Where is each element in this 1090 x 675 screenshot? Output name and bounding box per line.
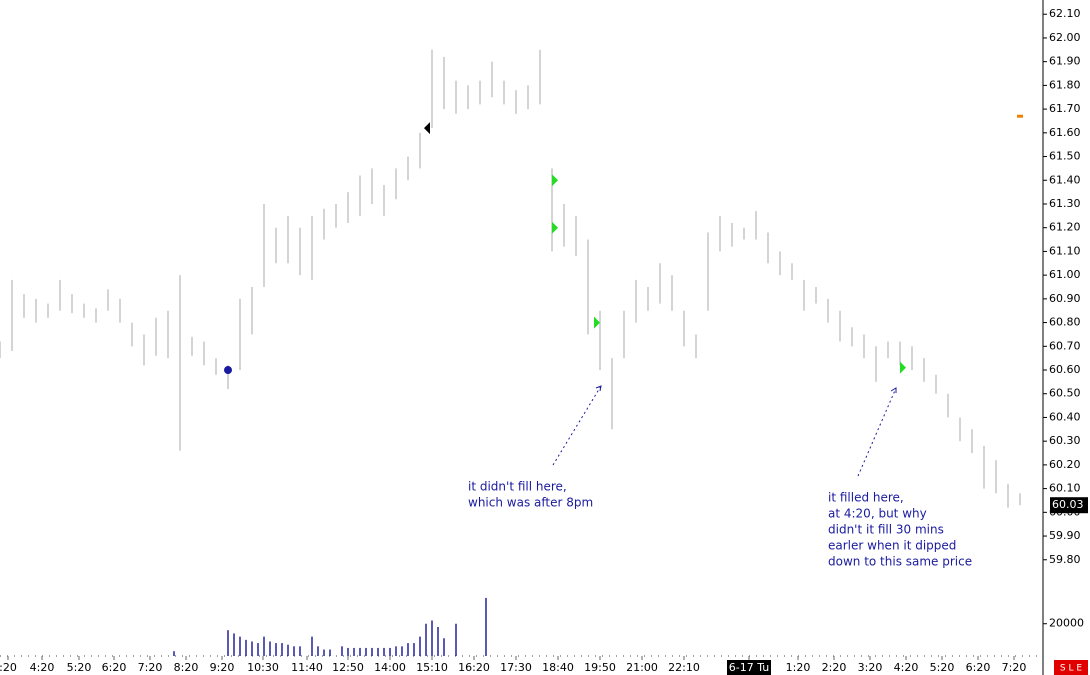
y-tick-label: 61.00 (1049, 268, 1081, 281)
order-marker (900, 361, 906, 374)
x-tick-label: 5:20 (930, 661, 955, 674)
y-tick-label: 60.20 (1049, 458, 1081, 471)
y-tick-label: 60.70 (1049, 339, 1081, 352)
x-tick-label: 1:20 (786, 661, 811, 674)
x-tick-label: 15:10 (416, 661, 448, 674)
y-tick-label: 61.70 (1049, 102, 1081, 115)
y-tick-label: 61.10 (1049, 244, 1081, 257)
annotation: which was after 8pm (468, 496, 593, 510)
order-marker (224, 366, 232, 375)
y-tick-label: 60.50 (1049, 387, 1081, 400)
x-tick-label: 6-17 Tu (729, 661, 769, 674)
annotation: down to this same price (828, 555, 972, 569)
y-tick-label: 62.10 (1049, 7, 1081, 20)
y-tick-label: 61.80 (1049, 78, 1081, 91)
y-tick-label: 61.90 (1049, 55, 1081, 68)
x-tick-label: 6:20 (966, 661, 991, 674)
annotation: earler when it dipped (828, 539, 956, 553)
x-tick-label: 21:00 (626, 661, 658, 674)
volume-tick-label: 20000 (1049, 617, 1084, 630)
y-tick-label: 59.90 (1049, 529, 1081, 542)
y-tick-label: 60.90 (1049, 292, 1081, 305)
last-price-label: 60.03 (1052, 498, 1084, 511)
last-price-box (1050, 497, 1088, 514)
order-marker (1017, 114, 1023, 118)
x-tick-label: 22:10 (668, 661, 700, 674)
y-tick-label: 61.40 (1049, 173, 1081, 186)
badge-box (1054, 660, 1088, 675)
arrow-head (890, 387, 897, 393)
annotation: at 4:20, but why (828, 507, 927, 521)
order-marker (424, 122, 430, 135)
badge: S L E (1060, 664, 1082, 674)
y-tick-label: 61.30 (1049, 197, 1081, 210)
x-tick-label: :20 (0, 661, 17, 674)
x-tick-label: 9:20 (210, 661, 235, 674)
annotation-arrow (552, 385, 602, 466)
y-tick-label: 62.00 (1049, 31, 1081, 44)
x-tick-label: 8:20 (174, 661, 199, 674)
arrow-head (595, 385, 602, 392)
y-tick-label: 61.50 (1049, 150, 1081, 163)
annotation: didn't it fill 30 mins (828, 523, 944, 537)
y-tick-label: 60.10 (1049, 482, 1081, 495)
order-marker (594, 316, 600, 329)
annotation: it filled here, (828, 491, 904, 505)
x-tick-label: 17:30 (500, 661, 532, 674)
x-tick-label: 14:00 (374, 661, 406, 674)
x-tick-label: 3:20 (858, 661, 883, 674)
x-tick-label: 4:20 (894, 661, 919, 674)
y-tick-label: 59.80 (1049, 553, 1081, 566)
x-tick-label: 10:30 (247, 661, 279, 674)
x-tick-label: 2:20 (822, 661, 847, 674)
annotation-arrow (857, 387, 897, 477)
order-marker (552, 174, 558, 187)
x-tick-label: 7:20 (138, 661, 163, 674)
y-tick-label: 60.40 (1049, 410, 1081, 423)
x-tick-label: 6:20 (102, 661, 127, 674)
annotation: it didn't fill here, (468, 480, 567, 494)
x-tick-label: 5:20 (67, 661, 92, 674)
x-tick-label: 18:40 (542, 661, 574, 674)
y-tick-label: 60.80 (1049, 316, 1081, 329)
x-tick-label: 16:20 (458, 661, 490, 674)
x-tick-label: 11:40 (291, 661, 323, 674)
x-tick-label: 7:20 (1002, 661, 1027, 674)
x-tick-label: 19:50 (584, 661, 616, 674)
y-tick-label: 61.60 (1049, 126, 1081, 139)
y-tick-label: 61.20 (1049, 221, 1081, 234)
y-tick-label: 60.30 (1049, 434, 1081, 447)
x-tick-label: 4:20 (30, 661, 55, 674)
date-box (727, 660, 771, 675)
order-marker (552, 221, 558, 234)
x-tick-label: 12:50 (332, 661, 364, 674)
y-tick-label: 60.60 (1049, 363, 1081, 376)
